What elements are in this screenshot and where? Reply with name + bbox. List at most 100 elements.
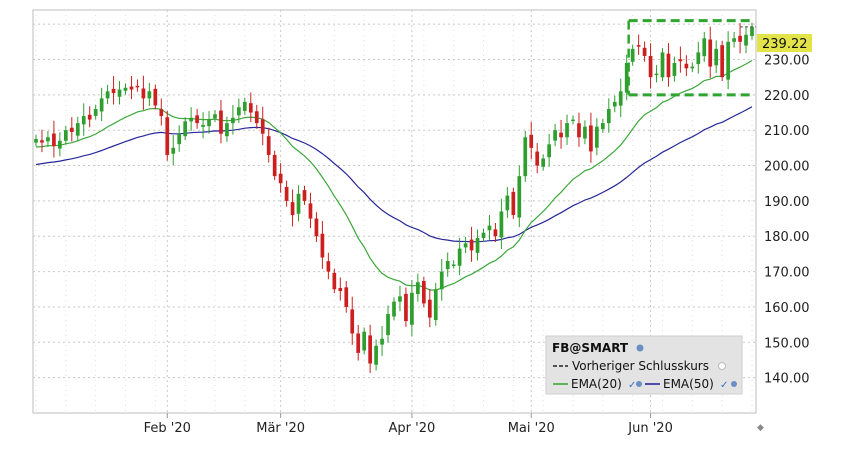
candle-body	[165, 117, 170, 155]
candle	[320, 221, 325, 269]
candle-body	[69, 127, 74, 132]
candle	[177, 125, 182, 152]
candle-body	[571, 119, 575, 122]
candle	[600, 118, 605, 133]
candle	[732, 31, 736, 48]
candle	[421, 276, 426, 308]
candle-body	[237, 107, 241, 116]
candle-body	[99, 98, 104, 112]
candle-body	[696, 52, 701, 65]
y-tick-label: 180.00	[764, 230, 810, 245]
last-price-tag-bg	[757, 34, 812, 52]
candle-body	[660, 52, 665, 78]
candle	[69, 117, 74, 142]
candle-body	[469, 239, 474, 251]
candle	[589, 112, 593, 163]
candle	[565, 114, 569, 145]
candle-body	[398, 296, 402, 302]
candle	[254, 104, 259, 129]
symbol-settings-icon[interactable]	[636, 344, 644, 352]
scroll-handle-icon[interactable]: ◆	[757, 423, 764, 433]
candle	[34, 134, 38, 147]
ema50-line	[35, 106, 753, 243]
candle-body	[726, 41, 730, 80]
prev-close-toggle-icon[interactable]	[718, 362, 726, 370]
candle	[344, 280, 349, 313]
candle	[332, 268, 337, 294]
y-tick-label: 230.00	[764, 53, 810, 68]
candle	[738, 23, 742, 54]
x-tick-label: Jun '20	[627, 421, 673, 436]
candle	[511, 187, 516, 219]
candle-body	[87, 114, 92, 120]
candle-body	[189, 117, 193, 122]
candle-body	[308, 203, 313, 219]
candle-body	[636, 45, 641, 47]
candle-body	[595, 126, 599, 148]
candle-body	[654, 73, 659, 76]
candle	[595, 118, 599, 156]
candle-body	[535, 151, 540, 166]
candle-body	[248, 103, 253, 113]
ema50-settings-icon[interactable]	[731, 381, 737, 387]
candle	[654, 65, 659, 83]
candle-body	[583, 126, 587, 139]
ema20-check-icon[interactable]: ✓	[628, 380, 636, 391]
legend-prev-close-label: Vorheriger Schlusskurs	[572, 359, 709, 373]
candle	[219, 99, 223, 144]
candle-body	[177, 133, 182, 145]
candle	[386, 305, 390, 343]
candle	[111, 76, 116, 105]
candle-body	[362, 331, 367, 351]
candle	[583, 120, 587, 145]
candle	[684, 55, 689, 76]
candle-body	[505, 195, 510, 211]
candle	[260, 106, 265, 146]
candle	[105, 84, 110, 105]
candle-body	[231, 117, 235, 124]
candle	[225, 116, 229, 142]
candle	[624, 54, 629, 101]
candle-body	[368, 335, 372, 364]
candle	[612, 95, 617, 113]
candle-body	[242, 101, 247, 111]
candle	[457, 238, 462, 276]
y-tick-label: 160.00	[764, 301, 810, 316]
y-axis: 140.00 150.00 160.00 170.00 180.00 190.00 200.…	[764, 53, 810, 386]
candle	[523, 130, 528, 182]
candle-body	[427, 299, 432, 318]
candle	[696, 41, 701, 74]
candle	[410, 280, 414, 337]
candle-body	[630, 48, 635, 62]
ema20-settings-icon[interactable]	[636, 381, 642, 387]
candle	[529, 122, 534, 160]
candle-body	[171, 147, 176, 154]
candle-body	[672, 63, 677, 76]
candle	[493, 222, 498, 242]
candle-body	[642, 47, 647, 56]
candle-body	[720, 45, 725, 78]
x-axis: Feb '20 Mär '20 Apr '20 Mai '20 Jun '20	[144, 413, 673, 436]
candle	[326, 252, 331, 280]
candle-body	[463, 243, 468, 248]
candle-body	[183, 121, 188, 137]
candle-body	[565, 123, 569, 138]
candle	[577, 112, 581, 147]
candle	[642, 41, 647, 62]
candle-body	[738, 35, 742, 42]
candle	[63, 125, 68, 145]
ema50-check-icon[interactable]: ✓	[720, 380, 728, 391]
candle-body	[260, 119, 265, 134]
candle	[720, 40, 725, 81]
candle-body	[386, 314, 390, 336]
candle	[141, 75, 146, 110]
candle-body	[517, 176, 522, 218]
candle	[284, 180, 289, 207]
candle-body	[618, 91, 623, 106]
candle-body	[559, 132, 563, 138]
dashed-range-box	[627, 19, 756, 97]
candle	[183, 117, 188, 141]
candle	[195, 108, 199, 129]
candle	[213, 110, 217, 123]
candle	[58, 132, 62, 157]
